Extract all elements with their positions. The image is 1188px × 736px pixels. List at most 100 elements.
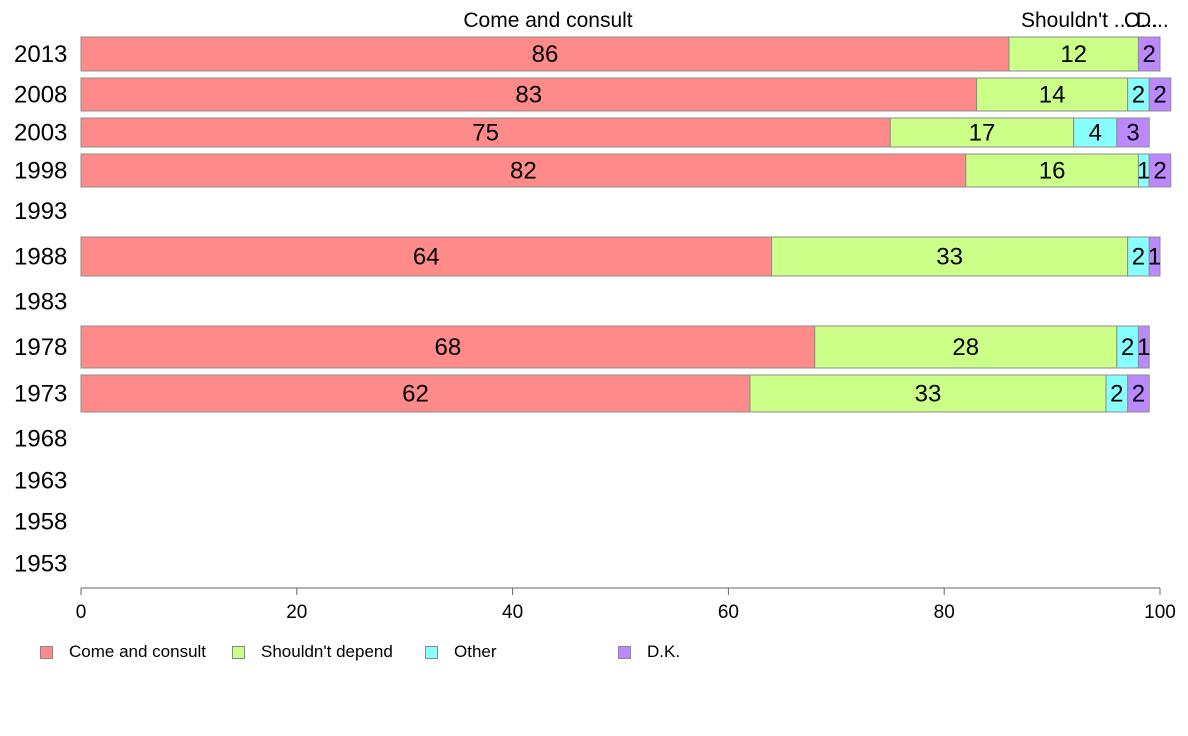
bar-value-label: 62 — [402, 381, 429, 408]
bar-segment — [80, 153, 967, 188]
row-2013: 2013 86 12 2 — [14, 36, 1161, 72]
bar-value-label: 2 — [1153, 82, 1166, 109]
legend-label: Other — [454, 642, 497, 661]
bar-segment — [80, 77, 978, 112]
legend-item: D.K. — [618, 642, 680, 662]
legend-label: D.K. — [647, 642, 681, 661]
bar-value-label: 2 — [1132, 244, 1145, 271]
row-label: 2008 — [14, 82, 67, 109]
bar-segment — [1148, 236, 1161, 277]
top-series-labels: Come and consult Shouldn't ...O...D... — [463, 9, 1168, 32]
bar-segment — [1137, 36, 1161, 72]
bar-segment — [80, 117, 891, 148]
row-label: 1958 — [14, 509, 67, 536]
bar-value-label: 3 — [1126, 120, 1139, 147]
top-series-label: O... — [1124, 9, 1158, 32]
row-label: 1953 — [14, 551, 67, 578]
bar-value-label: 2 — [1132, 381, 1145, 408]
row-label: 1963 — [14, 468, 67, 495]
bar-segment — [749, 374, 1107, 413]
legend-swatch — [425, 645, 438, 659]
bar-segment — [80, 236, 773, 277]
bar-value-label: 2 — [1121, 334, 1134, 361]
bar-value-label: 28 — [952, 334, 979, 361]
bar-value-label: 16 — [1039, 158, 1066, 185]
bar-value-label: 2 — [1143, 41, 1156, 68]
top-series-label: D... — [1136, 9, 1169, 32]
bar-value-label: 4 — [1089, 120, 1102, 147]
bar-segment — [976, 77, 1129, 112]
row-2008: 2008 83 14 2 2 — [14, 77, 1172, 112]
row-label: 1988 — [14, 244, 67, 271]
row-label: 1993 — [14, 198, 67, 225]
row-1983: 1983 — [14, 289, 67, 316]
top-series-label: Come and consult — [463, 9, 632, 32]
legend-swatch — [618, 645, 631, 659]
bar-segment — [1137, 325, 1150, 369]
legend-item: Other — [425, 642, 497, 662]
x-tick-label: 100 — [1144, 602, 1176, 623]
row-label: 1978 — [14, 334, 67, 361]
bar-segment — [965, 153, 1139, 188]
legend-item: Shouldn't depend — [232, 642, 393, 662]
legend-swatch — [40, 645, 53, 659]
bar-value-label: 75 — [472, 120, 499, 147]
bar-value-label: 2 — [1153, 158, 1166, 185]
x-tick-label: 60 — [718, 602, 739, 623]
row-1998: 1998 82 16 1 2 — [14, 153, 1172, 188]
row-label: 1973 — [14, 381, 67, 408]
bar-value-label: 33 — [915, 381, 942, 408]
x-tick-label: 80 — [934, 602, 955, 623]
bar-segment — [771, 236, 1129, 277]
bar-segment — [1116, 117, 1150, 148]
bar-value-label: 68 — [435, 334, 462, 361]
bar-value-label: 33 — [936, 244, 963, 271]
bar-value-label: 1 — [1137, 334, 1150, 361]
bar-segment — [1073, 117, 1118, 148]
bar-segment — [1008, 36, 1139, 72]
bar-value-label: 83 — [515, 82, 542, 109]
row-1953: 1953 — [14, 551, 67, 578]
top-series-label: Shouldn't ... — [1021, 9, 1131, 32]
bar-value-label: 64 — [413, 244, 440, 271]
row-label: 1998 — [14, 158, 67, 185]
bar-segment — [80, 325, 816, 369]
x-tick-label: 20 — [286, 602, 307, 623]
row-1993: 1993 — [14, 198, 67, 225]
row-2003: 2003 75 17 4 3 — [14, 117, 1150, 148]
x-axis: 0 20 40 60 80 100 — [76, 587, 1176, 623]
legend-item: Come and consult — [40, 642, 206, 662]
row-1968: 1968 — [14, 426, 67, 453]
row-label: 2003 — [14, 120, 67, 147]
row-label: 1968 — [14, 426, 67, 453]
bar-segment — [1148, 77, 1172, 112]
legend-label: Shouldn't depend — [261, 642, 393, 661]
bar-value-label: 2 — [1110, 381, 1123, 408]
bar-segment — [889, 117, 1075, 148]
row-label: 1983 — [14, 289, 67, 316]
bar-segment — [1148, 153, 1172, 188]
row-1978: 1978 68 28 2 1 — [14, 325, 1150, 369]
row-1988: 1988 64 33 2 1 — [14, 236, 1161, 277]
row-1958: 1958 — [14, 509, 67, 536]
bar-value-label: 86 — [532, 41, 559, 68]
bar-segment — [80, 374, 751, 413]
bar-value-label: 1 — [1137, 158, 1150, 185]
bar-value-label: 1 — [1148, 244, 1161, 271]
bar-segment — [814, 325, 1118, 369]
bar-value-label: 14 — [1039, 82, 1066, 109]
row-1973: 1973 62 33 2 2 — [14, 374, 1150, 413]
legend-swatch — [232, 645, 245, 659]
bar-value-label: 12 — [1060, 41, 1087, 68]
x-tick-label: 0 — [76, 602, 87, 623]
x-tick-label: 40 — [502, 602, 523, 623]
bar-segment — [1127, 374, 1150, 413]
bar-value-label: 17 — [969, 120, 996, 147]
bar-value-label: 82 — [510, 158, 537, 185]
row-1963: 1963 — [14, 468, 67, 495]
row-label: 2013 — [14, 41, 67, 68]
bar-value-label: 2 — [1132, 82, 1145, 109]
legend-label: Come and consult — [69, 642, 207, 661]
